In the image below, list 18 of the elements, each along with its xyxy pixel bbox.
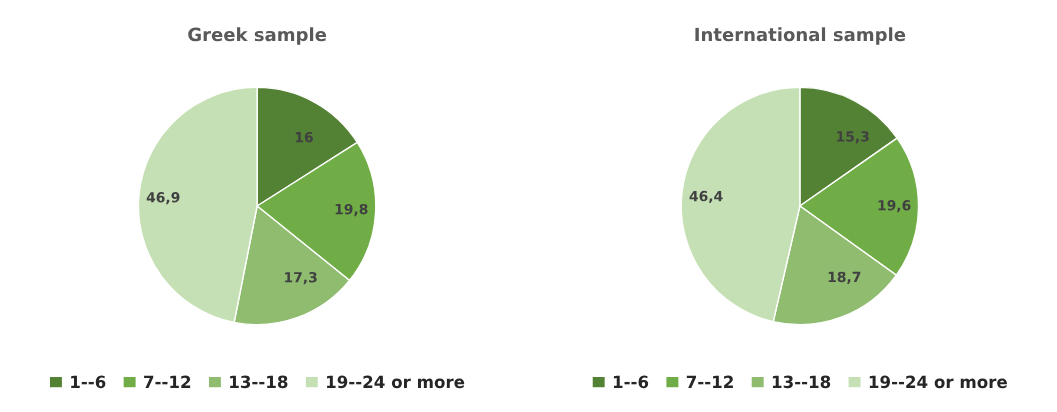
data-label: 19,6	[878, 200, 911, 213]
legend-label: 1--6	[71, 375, 106, 389]
chart-title: International sample	[695, 27, 906, 45]
legend-label: 1--6	[613, 375, 649, 389]
legend-label: 19--24 or more	[869, 375, 1007, 389]
legend-label: 13--18	[772, 375, 831, 389]
legend-label: 19--24 or more	[327, 375, 465, 389]
data-label: 18,7	[828, 271, 861, 284]
data-label: 19,8	[335, 203, 368, 217]
data-label: 46,4	[689, 190, 723, 204]
data-label: 16	[295, 131, 313, 143]
data-label: 15,3	[837, 131, 869, 144]
data-label: 46,9	[146, 192, 180, 205]
data-label: 17,3	[285, 272, 317, 285]
chart-title: Greek sample	[188, 27, 327, 45]
legend-label: 7--12	[686, 375, 733, 388]
legend-label: 7--12	[144, 375, 191, 388]
legend-label: 13--18	[230, 375, 288, 389]
